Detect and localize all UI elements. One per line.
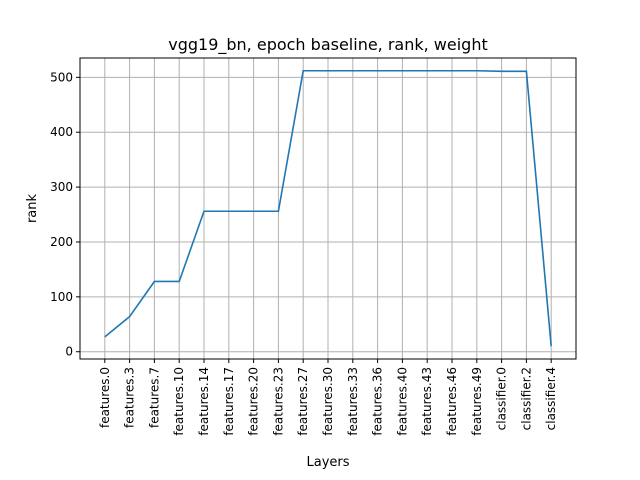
x-tick-label: features.33 [346, 367, 360, 436]
x-tick-label: features.7 [147, 367, 161, 428]
series-layer [104, 69, 552, 347]
x-tick-label: features.36 [371, 367, 385, 436]
x-tick-label: features.43 [420, 367, 434, 436]
x-tick-label: features.40 [395, 367, 409, 436]
ticks-layer: features.0 features.3 features.7 features.1… [50, 70, 558, 435]
x-tick-label: classifier.4 [544, 367, 558, 430]
y-tick-label: 200 [50, 235, 73, 249]
y-tick-label: 400 [50, 125, 73, 139]
y-axis-label: rank [25, 193, 40, 223]
x-tick-label: features.14 [197, 367, 211, 436]
y-tick-label: 100 [50, 290, 73, 304]
x-tick-label: features.17 [222, 367, 236, 436]
plot-frame [79, 57, 577, 360]
x-tick-label: features.30 [321, 367, 335, 436]
x-tick-label: features.27 [296, 367, 310, 436]
x-tick-label: features.23 [271, 367, 285, 436]
x-axis-label: Layers [306, 455, 349, 470]
x-tick-label: features.20 [247, 367, 261, 436]
x-tick-label: classifier.2 [519, 367, 533, 430]
x-tick-label: features.49 [470, 367, 484, 436]
y-tick-label: 500 [50, 70, 73, 84]
x-tick-label: features.10 [172, 367, 186, 436]
x-tick-label: features.46 [445, 367, 459, 436]
chart-title: vgg19_bn, epoch baseline, rank, weight [168, 35, 488, 55]
grid-layer [80, 58, 576, 359]
series-line [104, 69, 552, 347]
x-tick-label: features.0 [98, 367, 112, 428]
y-tick-label: 300 [50, 180, 73, 194]
x-tick-label: features.3 [123, 367, 137, 428]
x-tick-label: classifier.0 [495, 367, 509, 430]
y-tick-label: 0 [65, 345, 73, 359]
